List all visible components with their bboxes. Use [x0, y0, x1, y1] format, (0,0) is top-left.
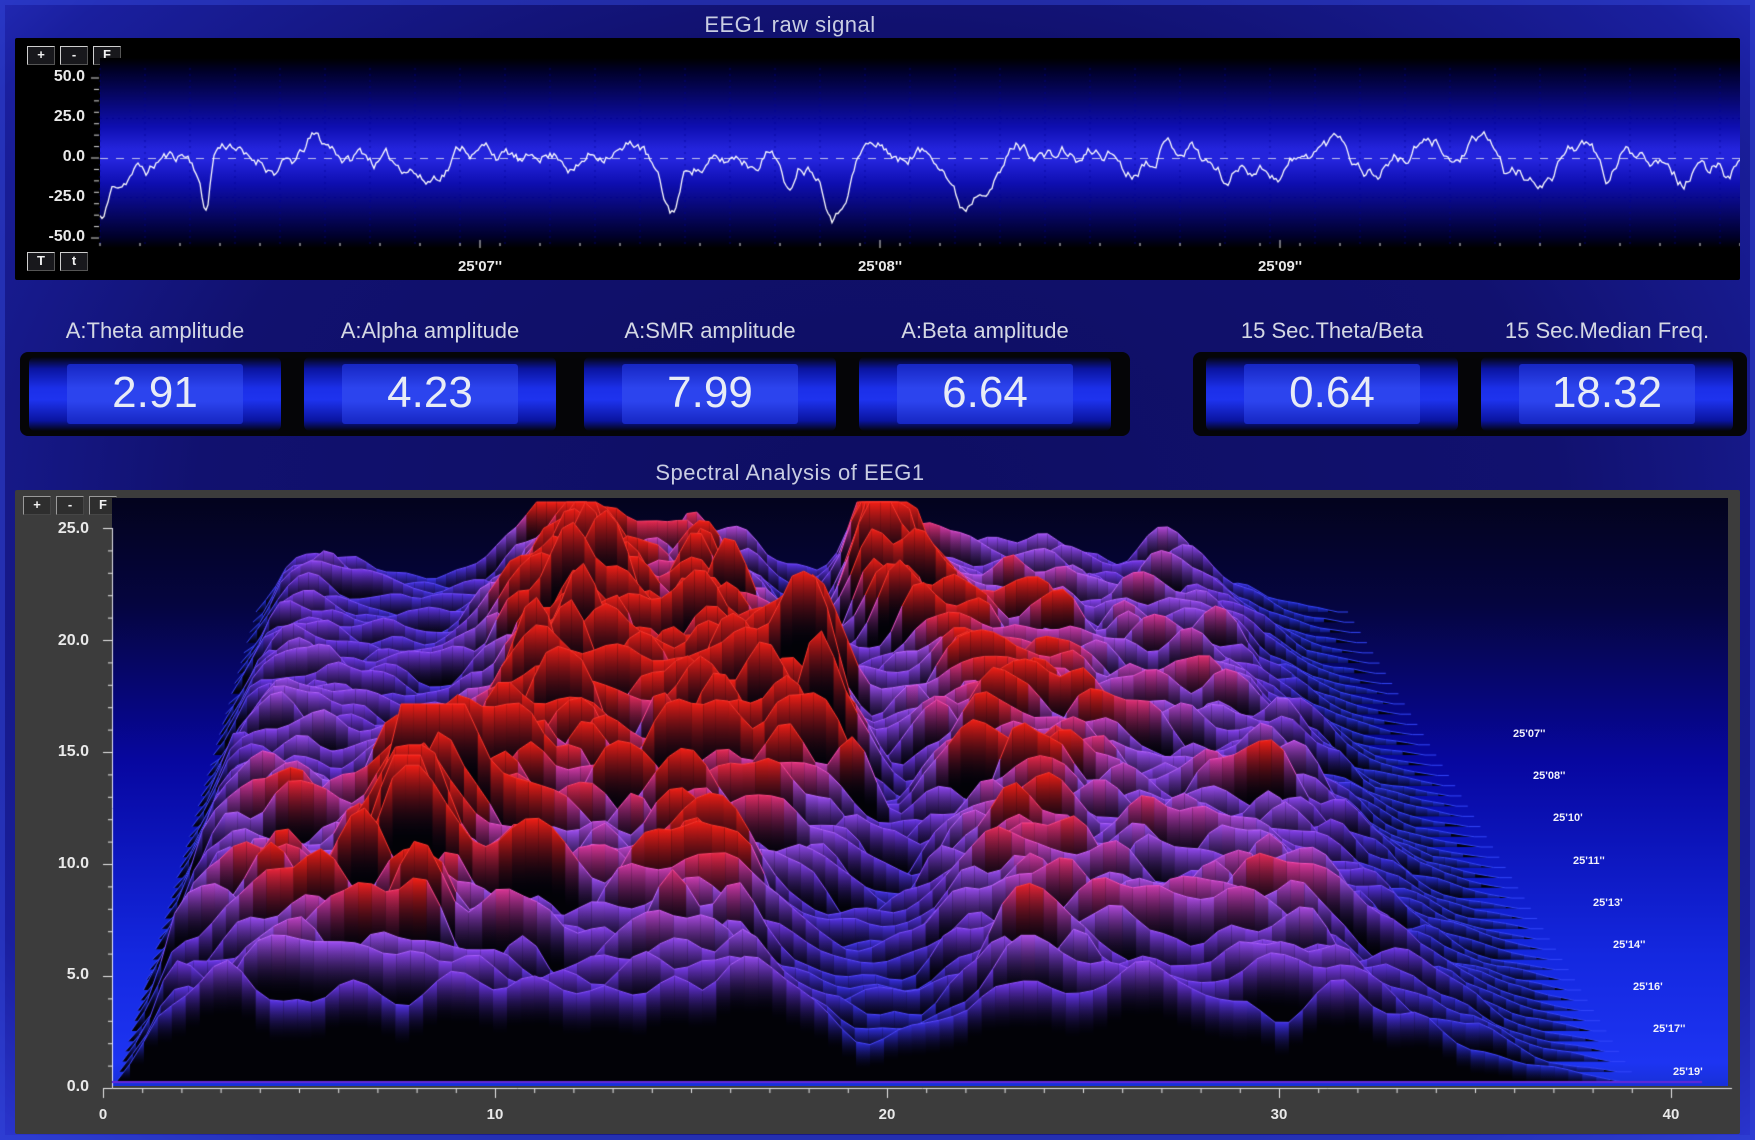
- raw-zoom-out-button[interactable]: -: [60, 46, 88, 65]
- raw-x-tick-label: 25'09'': [1240, 258, 1320, 275]
- metric-box: 6.64: [859, 357, 1111, 431]
- metric-box: 18.32: [1481, 357, 1733, 431]
- spectral-time-label: 25'13': [1593, 897, 1623, 909]
- raw-signal-title: EEG1 raw signal: [0, 12, 1580, 38]
- metric-label: A:Alpha amplitude: [290, 318, 570, 344]
- spectral-time-label: 25'11'': [1573, 855, 1605, 867]
- raw-x-tick-label: 25'08'': [840, 258, 920, 275]
- spectral-x-tick-label: 20: [847, 1106, 927, 1123]
- metric-box: 4.23: [304, 357, 556, 431]
- spectral-zoom-in-button[interactable]: +: [23, 496, 51, 515]
- spectral-x-tick-label: 10: [455, 1106, 535, 1123]
- metric-label: A:SMR amplitude: [570, 318, 850, 344]
- spectral-x-tick-label: 0: [63, 1106, 143, 1123]
- metric-value: 18.32: [1519, 364, 1695, 424]
- raw-y-tick-label: 0.0: [29, 148, 85, 166]
- metric-value: 4.23: [342, 364, 518, 424]
- metric-value: 2.91: [67, 364, 243, 424]
- spectral-time-label: 25'07'': [1513, 728, 1545, 740]
- spectral-title: Spectral Analysis of EEG1: [0, 460, 1580, 486]
- spectral-time-label: 25'08'': [1533, 770, 1565, 782]
- spectral-time-label: 25'19': [1673, 1066, 1703, 1078]
- metric-label: 15 Sec.Median Freq.: [1467, 318, 1747, 344]
- metric-strip-right: 0.64 18.32: [1193, 352, 1747, 436]
- raw-signal-plot: [90, 56, 1740, 256]
- spectral-y-tick-label: 5.0: [33, 966, 89, 984]
- metric-label: A:Theta amplitude: [15, 318, 295, 344]
- spectral-time-label: 25'16': [1633, 981, 1663, 993]
- spectral-time-label: 25'17'': [1653, 1023, 1685, 1035]
- metric-box: 0.64: [1206, 357, 1458, 431]
- raw-y-tick-label: 25.0: [29, 108, 85, 126]
- raw-signal-panel: +-F Tt 50.025.00.0-25.0-50.0 25'07''25'0…: [15, 38, 1740, 280]
- metric-label: A:Beta amplitude: [845, 318, 1125, 344]
- metric-label: 15 Sec.Theta/Beta: [1192, 318, 1472, 344]
- raw-y-tick-label: -25.0: [29, 188, 85, 206]
- metric-box: 7.99: [584, 357, 836, 431]
- metric-value: 6.64: [897, 364, 1073, 424]
- raw-y-tick-label: -50.0: [29, 228, 85, 246]
- spectral-x-tick-label: 30: [1239, 1106, 1319, 1123]
- metric-value: 0.64: [1244, 364, 1420, 424]
- spectral-time-label: 25'14'': [1613, 939, 1645, 951]
- spectral-y-tick-label: 20.0: [33, 632, 89, 650]
- metric-value: 7.99: [622, 364, 798, 424]
- spectral-y-tick-label: 15.0: [33, 743, 89, 761]
- eeg-biofeedback-screen: EEG1 raw signal +-F Tt 50.025.00.0-25.0-…: [0, 0, 1755, 1140]
- raw-y-tick-label: 50.0: [29, 68, 85, 86]
- spectral-panel: +-F 25.020.015.010.05.00.0 010203040 25'…: [15, 490, 1740, 1134]
- spectral-zoom-out-button[interactable]: -: [56, 496, 84, 515]
- raw-time-button-lower[interactable]: t: [60, 252, 88, 271]
- raw-zoom-in-button[interactable]: +: [27, 46, 55, 65]
- spectral-y-tick-label: 25.0: [33, 520, 89, 538]
- metric-strip-left: 2.91 4.23 7.99 6.64: [20, 352, 1130, 436]
- spectral-y-tick-label: 10.0: [33, 855, 89, 873]
- spectral-y-tick-label: 0.0: [33, 1078, 89, 1096]
- raw-time-buttons: Tt: [27, 252, 88, 271]
- spectral-x-tick-label: 40: [1631, 1106, 1711, 1123]
- spectral-time-label: 25'10': [1553, 812, 1583, 824]
- raw-time-button-upper[interactable]: T: [27, 252, 55, 271]
- spectral-plot-canvas: [90, 494, 1740, 1134]
- raw-x-tick-label: 25'07'': [440, 258, 520, 275]
- metric-box: 2.91: [29, 357, 281, 431]
